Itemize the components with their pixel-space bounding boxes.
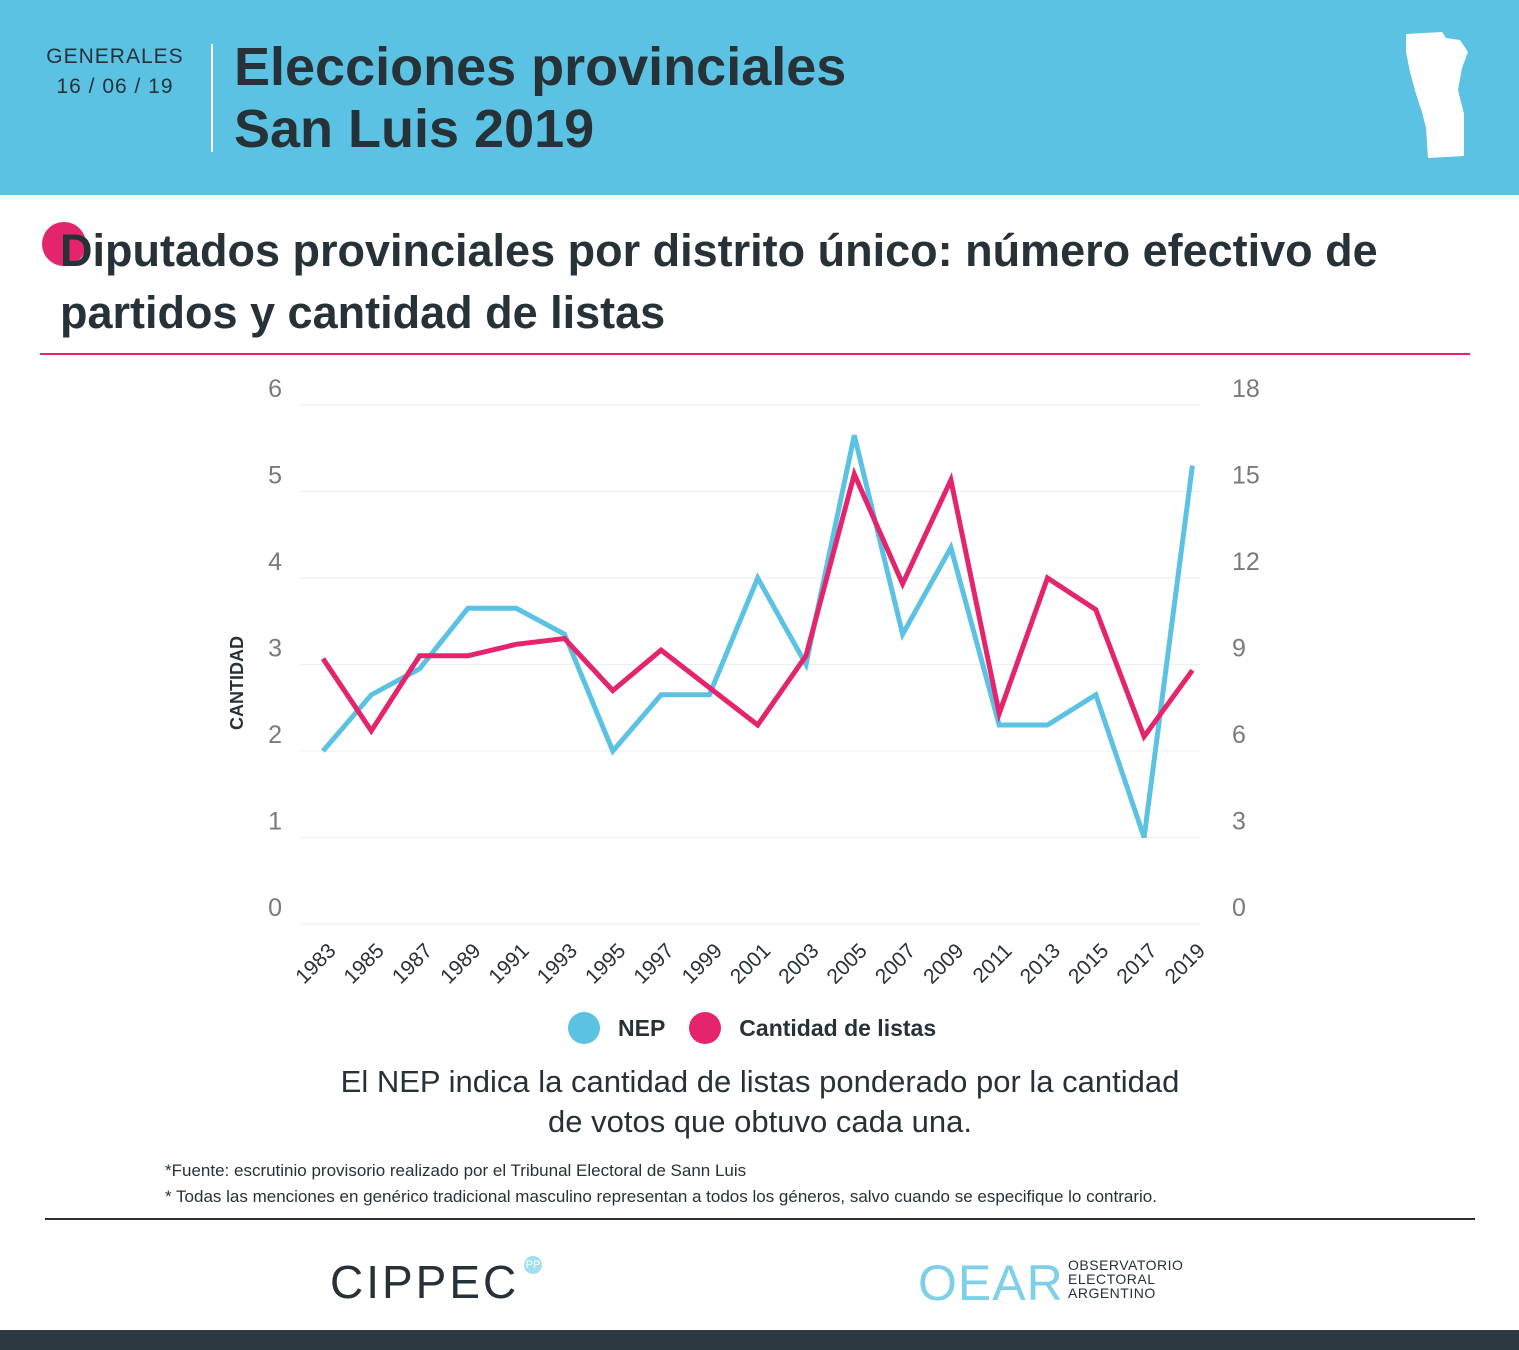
y-left-tick-label: 3	[268, 635, 282, 663]
legend-label-nep: NEP	[618, 1014, 666, 1041]
note-line2: de votos que obtuvo cada una.	[548, 1104, 972, 1139]
x-tick-label: 2019	[1161, 939, 1210, 988]
cippec-logo-mark: PP	[524, 1256, 542, 1274]
bottom-bar	[0, 1330, 1519, 1350]
header-title-line2: San Luis 2019	[234, 99, 595, 159]
oear-logo: OEAR	[918, 1255, 1064, 1311]
x-tick-label: 2005	[823, 939, 872, 988]
y-left-tick-label: 1	[268, 808, 282, 836]
san-luis-map-icon	[1406, 32, 1468, 158]
y-left-tick-label: 6	[268, 375, 282, 403]
y-right-tick-label: 18	[1232, 375, 1260, 403]
x-tick-label: 2009	[919, 939, 968, 988]
title-divider	[40, 353, 1470, 355]
oear-logo-subtitle: OBSERVATORIO ELECTORAL ARGENTINO	[1068, 1258, 1183, 1300]
x-tick-label: 1989	[436, 939, 485, 988]
y-right-tick-label: 12	[1232, 548, 1260, 576]
oear-sub-line3: ARGENTINO	[1068, 1285, 1156, 1301]
footer-divider	[45, 1218, 1475, 1220]
y-right-tick-label: 9	[1232, 635, 1246, 663]
legend-item-nep: NEP	[568, 1012, 665, 1044]
x-tick-label: 1991	[484, 939, 533, 988]
x-tick-label: 1999	[678, 939, 727, 988]
y-left-tick-label: 5	[268, 462, 282, 490]
title-bullet-dot	[42, 222, 86, 266]
x-tick-label: 1995	[581, 939, 630, 988]
y-right-tick-label: 6	[1232, 721, 1246, 749]
legend-swatch-listas	[689, 1012, 722, 1044]
y-left-tick-label: 4	[268, 548, 282, 576]
x-tick-label: 1993	[533, 939, 582, 988]
footnote-source: *Fuente: escrutinio provisorio realizado…	[165, 1161, 747, 1180]
y-right-tick-label: 15	[1232, 462, 1260, 490]
y-left-tick-label: 0	[268, 894, 282, 922]
oear-sub-line1: OBSERVATORIO	[1068, 1257, 1184, 1273]
x-tick-label: 1987	[388, 939, 437, 988]
x-tick-label: 2015	[1064, 939, 1113, 988]
page-title: Diputados provinciales por distrito únic…	[60, 225, 1378, 338]
chart-legend: NEP Cantidad de listas	[568, 1008, 960, 1048]
x-tick-label: 2017	[1112, 939, 1161, 988]
x-tick-label: 1983	[291, 939, 340, 988]
oear-sub-line2: ELECTORAL	[1068, 1271, 1156, 1287]
series-line-cantidad-de-listas	[320, 466, 1195, 742]
legend-swatch-nep	[568, 1012, 600, 1044]
x-tick-label: 2001	[726, 939, 775, 988]
election-type-date: GENERALES 16 / 06 / 19	[40, 42, 190, 102]
x-tick-label: 1985	[340, 939, 389, 988]
x-tick-label: 2007	[871, 939, 920, 988]
legend-label-listas: Cantidad de listas	[739, 1014, 937, 1041]
y-right-tick-label: 0	[1232, 894, 1246, 922]
x-tick-label: 1997	[629, 939, 678, 988]
series-line-nep	[321, 434, 1195, 839]
election-date: 16 / 06 / 19	[56, 75, 174, 98]
election-type: GENERALES	[46, 45, 184, 68]
x-tick-label: 2011	[969, 939, 1017, 987]
cippec-logo: CIPPEC	[330, 1256, 520, 1308]
footnotes: *Fuente: escrutinio provisorio realizado…	[165, 1158, 1157, 1210]
note-line1: El NEP indica la cantidad de listas pond…	[340, 1064, 1180, 1099]
explanation-note: El NEP indica la cantidad de listas pond…	[200, 1062, 1320, 1142]
header-banner: GENERALES 16 / 06 / 19 Elecciones provin…	[0, 0, 1519, 195]
header-title-line1: Elecciones provinciales	[234, 37, 847, 97]
footnote-gender: * Todas las menciones en genérico tradic…	[165, 1187, 1157, 1206]
x-tick-label: 2013	[1016, 939, 1065, 988]
y-axis-label: CANTIDAD	[227, 636, 247, 730]
legend-item-listas: Cantidad de listas	[689, 1012, 936, 1044]
header-separator	[211, 44, 213, 152]
x-tick-label: 2003	[774, 939, 823, 988]
header-title: Elecciones provinciales San Luis 2019	[234, 36, 846, 160]
y-right-tick-label: 3	[1232, 808, 1246, 836]
y-left-tick-label: 2	[268, 721, 282, 749]
